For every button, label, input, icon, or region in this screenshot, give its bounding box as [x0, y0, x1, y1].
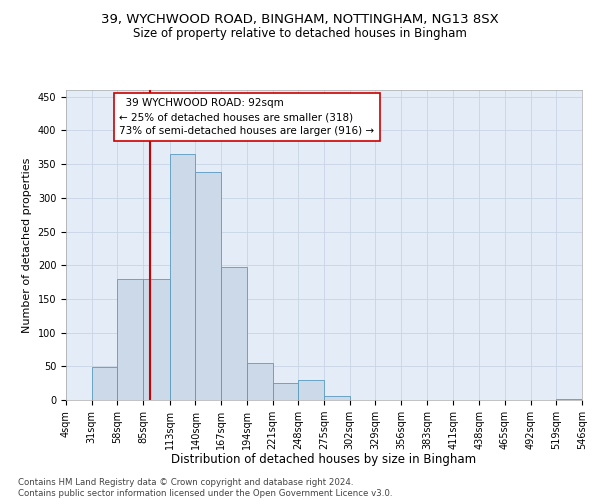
- Bar: [221, 266, 247, 400]
- Text: Contains HM Land Registry data © Crown copyright and database right 2024.
Contai: Contains HM Land Registry data © Crown c…: [18, 478, 392, 498]
- Text: Distribution of detached houses by size in Bingham: Distribution of detached houses by size …: [172, 452, 476, 466]
- Bar: [298, 380, 324, 400]
- Bar: [92, 367, 118, 400]
- Bar: [324, 396, 350, 400]
- Y-axis label: Number of detached properties: Number of detached properties: [22, 158, 32, 332]
- Bar: [143, 278, 170, 400]
- Text: 39, WYCHWOOD ROAD, BINGHAM, NOTTINGHAM, NG13 8SX: 39, WYCHWOOD ROAD, BINGHAM, NOTTINGHAM, …: [101, 12, 499, 26]
- Bar: [247, 363, 272, 400]
- Bar: [170, 154, 196, 400]
- Text: 39 WYCHWOOD ROAD: 92sqm
← 25% of detached houses are smaller (318)
73% of semi-d: 39 WYCHWOOD ROAD: 92sqm ← 25% of detache…: [119, 98, 374, 136]
- Bar: [196, 172, 221, 400]
- Bar: [272, 383, 298, 400]
- Text: Size of property relative to detached houses in Bingham: Size of property relative to detached ho…: [133, 28, 467, 40]
- Bar: [118, 278, 143, 400]
